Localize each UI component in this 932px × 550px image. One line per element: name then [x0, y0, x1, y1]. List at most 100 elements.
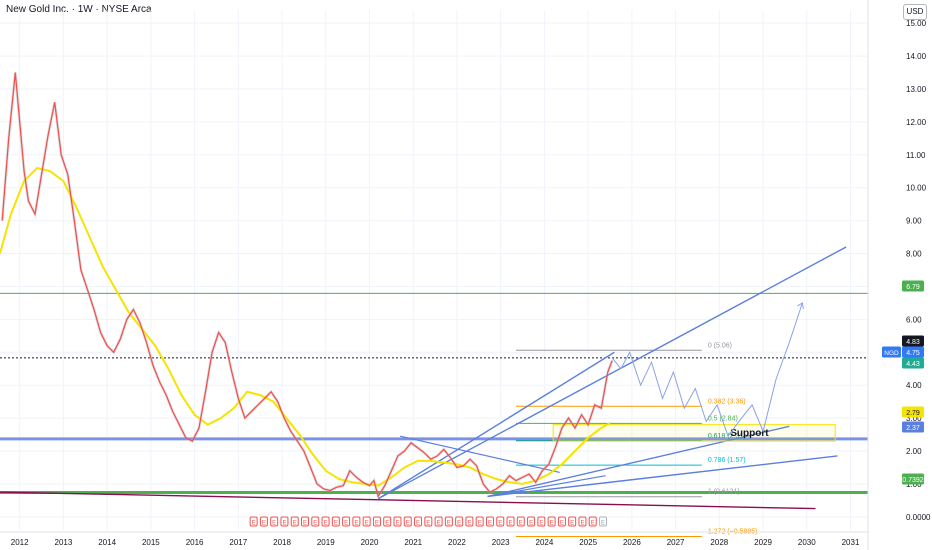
earnings-marker-label: E: [570, 521, 574, 527]
rising-trend-line: [377, 351, 615, 500]
earnings-marker-box: [496, 516, 505, 527]
price-tags: 6.79 4.83 4.75 4.43 2.79 2.37 0.7392 NGD: [882, 280, 924, 485]
price-tag-label: 4.75: [906, 350, 920, 357]
earnings-marker-box: [372, 516, 381, 527]
earnings-marker-box: [270, 516, 279, 527]
x-tick-label: 2030: [798, 538, 816, 547]
earnings-marker-box: [475, 516, 484, 527]
price-tag-label: 2.37: [906, 425, 920, 432]
earnings-marker: E: [557, 516, 566, 527]
earnings-marker-label: E: [529, 521, 533, 527]
earnings-marker: E: [424, 516, 433, 527]
earnings-marker-box: [527, 516, 536, 527]
x-tick-label: 2026: [623, 538, 641, 547]
earnings-marker: E: [537, 516, 546, 527]
earnings-marker-box: [321, 516, 330, 527]
earnings-marker: E: [393, 516, 402, 527]
projection-path: [611, 302, 803, 438]
y-tick-label: 13.00: [906, 85, 927, 94]
earnings-marker-label: E: [344, 521, 348, 527]
earnings-marker: E: [311, 516, 320, 527]
price-tag-label: 6.79: [906, 284, 920, 291]
x-tick-label: 2029: [754, 538, 772, 547]
earnings-marker: E: [434, 516, 443, 527]
earnings-marker: E: [270, 516, 279, 527]
x-tick-label: 2024: [536, 538, 554, 547]
earnings-marker-box: [280, 516, 289, 527]
earnings-marker-box: [331, 516, 340, 527]
earnings-marker: E: [506, 516, 515, 527]
x-tick-label: 2015: [142, 538, 160, 547]
price-tag-label: 4.83: [906, 339, 920, 346]
price-tag-2.79: [902, 406, 924, 418]
earnings-marker: E: [362, 516, 371, 527]
earnings-marker-label: E: [550, 521, 554, 527]
series-layer: [0, 72, 804, 501]
y-tick-label: 2.00: [906, 447, 922, 456]
x-tick-label: 2019: [317, 538, 335, 547]
x-tick-label: 2020: [361, 538, 379, 547]
earnings-marker-label: E: [467, 521, 471, 527]
price-tag-label: 4.43: [906, 361, 920, 368]
price-tag-label: 2.79: [906, 410, 920, 417]
price-tag-label: 0.7392: [902, 477, 924, 484]
earnings-marker-box: [249, 516, 258, 527]
x-tick-label: 2018: [273, 538, 291, 547]
earnings-marker-label: E: [406, 521, 410, 527]
earnings-marker-box: [537, 516, 546, 527]
y-tick-label: 11.00: [906, 151, 926, 160]
x-tick-label: 2031: [842, 538, 860, 547]
symbol-tag-label: NGD: [884, 350, 899, 357]
symbol-tag: [882, 346, 901, 358]
price-axis: 15.0014.0013.0012.0011.0010.009.008.007.…: [867, 0, 931, 550]
earnings-marker: E: [249, 516, 258, 527]
currency-button[interactable]: USD: [903, 4, 927, 20]
earnings-marker: E: [516, 516, 525, 527]
earnings-marker-box: [568, 516, 577, 527]
descending-trend-line: [399, 435, 560, 473]
x-tick-label: 2025: [579, 538, 597, 547]
earnings-marker-label: E: [580, 521, 584, 527]
earnings-marker-box: [444, 516, 453, 527]
earnings-marker-box: [414, 516, 423, 527]
support-zone: [552, 424, 836, 442]
earnings-marker-label: E: [509, 521, 513, 527]
long-support-line: [487, 455, 838, 498]
long-term-downtrend-line: [0, 491, 816, 510]
earnings-marker: E: [331, 516, 340, 527]
earnings-marker-label: E: [478, 521, 482, 527]
x-tick-label: 2021: [404, 538, 422, 547]
x-tick-label: 2022: [448, 538, 466, 547]
earnings-marker-label: E: [365, 521, 369, 527]
earnings-marker-label: E: [488, 521, 492, 527]
earnings-marker-label: E: [272, 521, 276, 527]
earnings-marker: E: [280, 516, 289, 527]
earnings-marker-label: E: [498, 521, 502, 527]
y-tick-label: 14.00: [906, 52, 927, 61]
projection-arrowhead: [797, 302, 804, 309]
earnings-marker: E: [568, 516, 577, 527]
earnings-marker-label: E: [395, 521, 399, 527]
y-tick-label: 8.00: [906, 250, 922, 259]
y-tick-label: 3.00: [906, 414, 922, 423]
trend-lines: Support: [0, 246, 847, 510]
y-tick-label: 15.00: [906, 19, 927, 28]
earnings-marker-box: [259, 516, 268, 527]
x-tick-label: 2027: [667, 538, 685, 547]
earnings-marker: E: [372, 516, 381, 527]
earnings-marker-label: E: [519, 521, 523, 527]
x-tick-label: 2012: [11, 538, 29, 547]
earnings-marker-label: E: [437, 521, 441, 527]
earnings-marker: E: [444, 516, 453, 527]
earnings-marker-label: E: [601, 521, 605, 527]
earnings-marker: E: [485, 516, 494, 527]
earnings-marker: E: [475, 516, 484, 527]
x-tick-label: 2016: [186, 538, 204, 547]
earnings-marker-box: [557, 516, 566, 527]
price-tag-2.37: [902, 421, 924, 433]
earnings-marker: E: [496, 516, 505, 527]
earnings-marker-box: [403, 516, 412, 527]
earnings-marker-label: E: [334, 521, 338, 527]
earnings-marker-box: [301, 516, 310, 527]
